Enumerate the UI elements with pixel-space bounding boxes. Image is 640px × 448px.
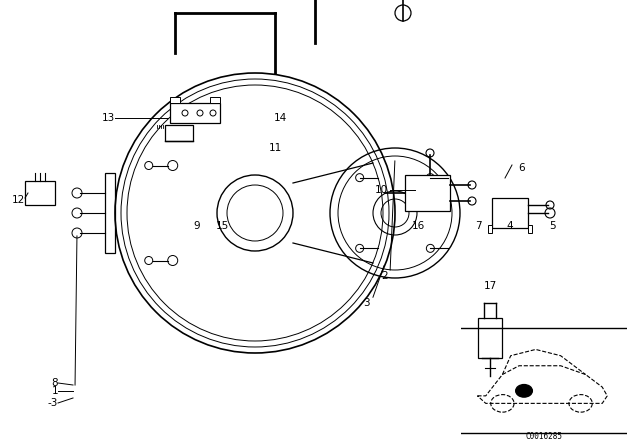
Text: 2: 2 [381, 271, 388, 281]
Bar [405, 175, 450, 211]
Bar [105, 173, 115, 253]
Bar [165, 125, 193, 141]
Text: -3: -3 [47, 398, 58, 408]
Text: 6: 6 [518, 163, 525, 173]
Bar [25, 181, 55, 205]
Bar [170, 103, 220, 123]
Text: 5: 5 [550, 221, 556, 231]
Bar [492, 198, 528, 228]
Bar [478, 318, 502, 358]
Circle shape [395, 5, 411, 21]
Bar [210, 97, 220, 103]
Text: 3: 3 [364, 298, 370, 308]
Text: 8: 8 [51, 378, 58, 388]
Text: 12: 12 [12, 195, 25, 205]
Text: 13: 13 [102, 113, 115, 123]
Bar [528, 225, 532, 233]
Text: 15: 15 [216, 221, 228, 231]
Text: 1: 1 [51, 386, 58, 396]
Text: 4: 4 [507, 221, 513, 231]
Text: 11: 11 [268, 143, 282, 153]
Text: 7: 7 [475, 221, 481, 231]
Bar [170, 97, 180, 103]
Text: 10: 10 [375, 185, 388, 195]
Bar [488, 225, 492, 233]
Text: 16: 16 [412, 221, 424, 231]
Text: C0016285: C0016285 [525, 432, 563, 441]
Text: 17: 17 [483, 281, 497, 291]
Text: 14: 14 [273, 113, 287, 123]
Circle shape [516, 384, 532, 397]
Text: 9: 9 [194, 221, 200, 231]
